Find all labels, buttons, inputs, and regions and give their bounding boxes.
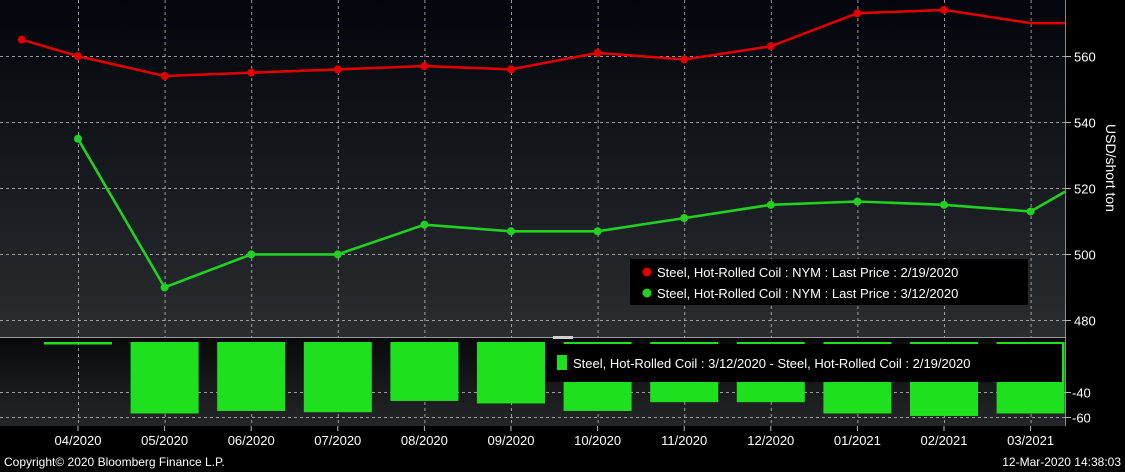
copyright: Copyright© 2020 Bloomberg Finance L.P. — [4, 455, 225, 469]
data-point — [17, 35, 26, 44]
diff-bar — [477, 342, 545, 404]
x-tick-label: 04/2020 — [55, 433, 102, 448]
data-point — [766, 42, 775, 51]
x-tick-label: 03/2021 — [1007, 433, 1054, 448]
data-point — [420, 62, 429, 71]
x-tick-label: 10/2020 — [574, 433, 621, 448]
data-point — [507, 65, 515, 74]
legend-box — [630, 259, 1028, 305]
diff-y-tick-label: -40 — [1072, 386, 1091, 401]
y-axis-label: USD/short ton — [1103, 124, 1119, 212]
diff-bar — [130, 342, 199, 414]
data-point — [160, 71, 169, 80]
diff-y-tick-label: -60 — [1072, 411, 1091, 426]
x-axis-ticks: 04/2020 05/2020 06/2020 07/2020 08/2020 09/20… — [55, 426, 1054, 448]
y-tick-label: 500 — [1074, 248, 1096, 263]
data-point — [680, 214, 689, 223]
data-point — [593, 48, 602, 57]
diff-y-axis-ticks: -40 -60 — [1065, 386, 1091, 426]
diff-legend-entry: Steel, Hot-Rolled Coil : 3/12/2020 - Ste… — [573, 356, 970, 371]
x-tick-label: 11/2020 — [661, 433, 707, 448]
x-tick-label: 12/2020 — [747, 433, 794, 448]
data-point — [593, 227, 602, 236]
diff-bar — [303, 342, 372, 413]
data-point — [247, 250, 256, 259]
x-tick-label: 08/2020 — [401, 433, 448, 448]
x-tick-label: 06/2020 — [228, 433, 275, 448]
legend-entry-green: Steel, Hot-Rolled Coil : NYM : Last Pric… — [657, 286, 958, 301]
series-lines — [17, 5, 1066, 292]
diff-bar — [390, 342, 459, 401]
y-tick-label: 520 — [1074, 182, 1096, 197]
data-point — [333, 250, 342, 259]
data-point — [74, 52, 82, 61]
x-tick-label: 01/2021 — [834, 433, 881, 448]
diff-bar — [44, 342, 112, 345]
data-point — [1026, 207, 1035, 216]
data-point — [940, 200, 948, 209]
x-tick-label: 02/2021 — [921, 433, 968, 448]
y-axis-ticks: 480 500 520 540 560 — [1065, 50, 1096, 329]
diff-legend-box — [546, 344, 1062, 382]
y-tick-label: 480 — [1074, 314, 1096, 329]
data-point — [940, 5, 948, 14]
data-point — [247, 68, 256, 77]
timestamp: 12-Mar-2020 14:38:03 — [1002, 455, 1121, 469]
legend-marker-red — [642, 267, 652, 277]
legend: Steel, Hot-Rolled Coil : NYM : Last Pric… — [630, 259, 1028, 305]
data-point — [74, 134, 82, 143]
diff-bar — [217, 342, 286, 411]
x-tick-label: 07/2020 — [314, 433, 361, 448]
data-point — [160, 283, 169, 292]
data-point — [507, 227, 515, 236]
x-tick-label: 05/2020 — [141, 433, 188, 448]
diff-legend: Steel, Hot-Rolled Coil : 3/12/2020 - Ste… — [546, 344, 1062, 382]
data-point — [853, 197, 862, 206]
x-tick-label: 09/2020 — [488, 433, 535, 448]
y-tick-label: 560 — [1074, 50, 1096, 65]
panel-separator-handle[interactable] — [553, 336, 573, 339]
legend-marker-green — [642, 288, 652, 298]
data-point — [766, 200, 775, 209]
data-point — [420, 220, 429, 229]
data-point — [853, 9, 862, 18]
series-line-0 — [21, 8, 1066, 78]
data-point — [333, 65, 342, 74]
legend-entry-red: Steel, Hot-Rolled Coil : NYM : Last Pric… — [657, 265, 958, 280]
data-point — [680, 55, 689, 64]
diff-legend-marker — [557, 355, 567, 370]
y-tick-label: 540 — [1074, 116, 1096, 131]
